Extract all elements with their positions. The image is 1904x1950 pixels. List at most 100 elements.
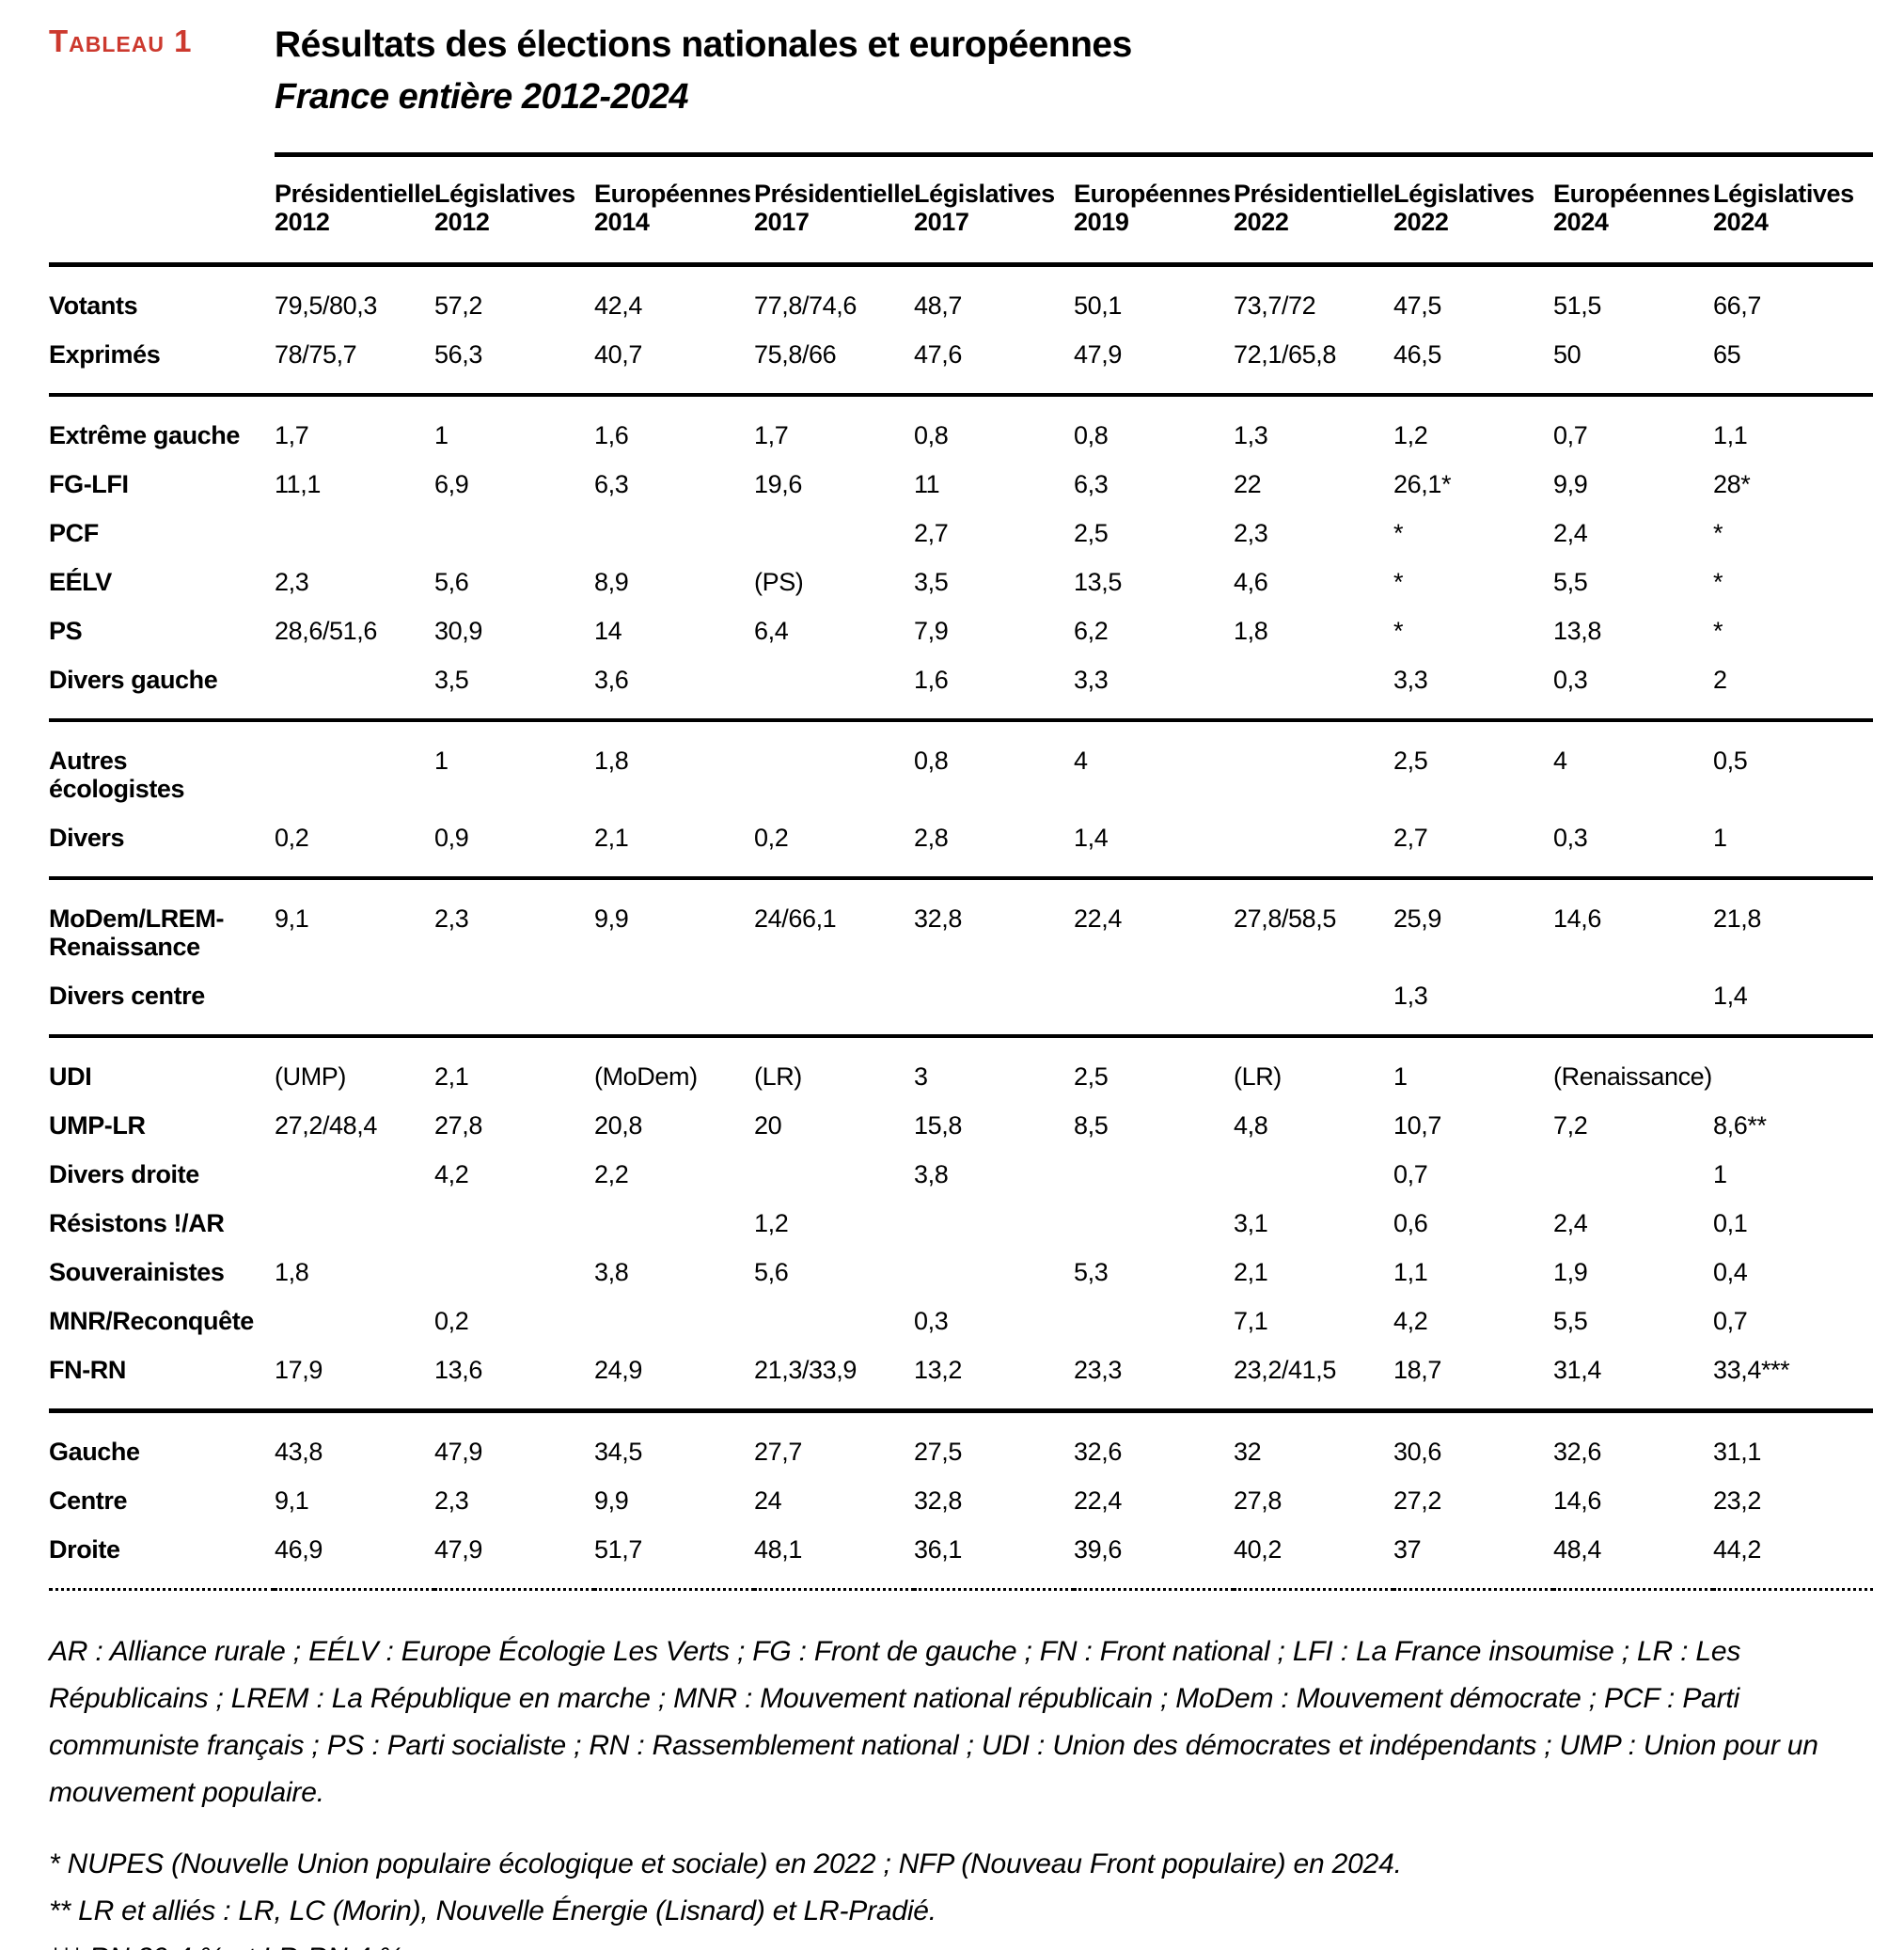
value-cell: 31,1	[1713, 1438, 1761, 1467]
row-label: FG-LFI	[49, 470, 129, 499]
row-label: Divers centre	[49, 982, 205, 1011]
value-cell	[1234, 720, 1393, 813]
value-cell	[275, 720, 434, 813]
column-header: Européennes 2014	[594, 152, 754, 265]
value-cell: 1,3	[1393, 982, 1428, 1011]
value-cell: 23,2/41,5	[1234, 1356, 1337, 1385]
value-cell: 1	[434, 421, 448, 450]
value-cell: 23,3	[1074, 1356, 1122, 1385]
value-cell	[275, 509, 434, 558]
value-cell: 2,5	[1074, 519, 1109, 548]
value-cell: 4,2	[434, 1160, 469, 1189]
value-cell	[754, 509, 914, 558]
column-header: Présidentielle 2022	[1234, 152, 1393, 265]
column-header: Présidentielle 2017	[754, 152, 914, 265]
value-cell: 0,1	[1713, 1209, 1748, 1238]
value-cell: 20,8	[594, 1111, 642, 1140]
value-cell: 21,3/33,9	[754, 1356, 858, 1385]
value-cell: 13,8	[1553, 617, 1601, 646]
value-cell: 0,3	[914, 1307, 949, 1336]
value-cell: 32,6	[1074, 1438, 1122, 1467]
value-cell: 11	[914, 470, 940, 499]
value-cell	[754, 971, 914, 1036]
value-cell: 2,8	[914, 824, 949, 853]
value-cell: 14	[594, 617, 622, 646]
value-cell	[434, 509, 594, 558]
value-cell: *	[1713, 568, 1723, 597]
row-label: Souverainistes	[49, 1258, 225, 1287]
row-label: Divers gauche	[49, 666, 218, 695]
value-cell: 2,3	[1234, 519, 1268, 548]
value-cell: 0,8	[1074, 421, 1109, 450]
column-header: Présidentielle 2012	[275, 152, 434, 265]
value-cell: 3,8	[914, 1160, 949, 1189]
value-cell: 1	[1713, 824, 1727, 853]
column-header-type: Européennes	[1074, 180, 1231, 209]
table-row: Centre 9,1 2,3 9,9 24 32,8 22,4 27,8 27,2 14,6 23,…	[49, 1476, 1873, 1525]
value-cell: 28,6/51,6	[275, 617, 378, 646]
value-cell: 66,7	[1713, 291, 1761, 321]
value-cell: 33,4***	[1713, 1356, 1790, 1385]
value-cell: 27,8	[1234, 1486, 1282, 1516]
value-cell: (LR)	[754, 1062, 802, 1092]
value-cell: 10,7	[1393, 1111, 1441, 1140]
value-cell: 8,9	[594, 568, 629, 597]
value-cell: 9,1	[275, 1486, 309, 1516]
value-cell	[754, 655, 914, 720]
value-cell: 1	[434, 747, 448, 776]
value-cell: 75,8/66	[754, 340, 837, 370]
value-cell: 19,6	[754, 470, 802, 499]
column-header: Législatives 2024	[1713, 152, 1873, 265]
value-cell: 39,6	[1074, 1535, 1122, 1565]
table-row: Autres écologistes 1 1,8 0,8 4 2,5 4 0,5	[49, 720, 1873, 813]
section-centre: MoDem/LREM-Renaissance 9,1 2,3 9,9 24/66,1 32…	[49, 878, 1873, 1037]
value-cell: 5,3	[1074, 1258, 1109, 1287]
value-cell: *	[1393, 617, 1404, 646]
value-cell: 72,1/65,8	[1234, 340, 1337, 370]
value-cell: 7,1	[1234, 1307, 1268, 1336]
column-header-type: Européennes	[594, 180, 751, 209]
section-ecologistes-divers: Autres écologistes 1 1,8 0,8 4 2,5 4 0,5 Divers 0…	[49, 720, 1873, 879]
value-cell: 2,1	[434, 1062, 469, 1092]
value-cell: 27,2	[1393, 1486, 1441, 1516]
value-cell	[1234, 813, 1393, 878]
row-label: Divers droite	[49, 1160, 199, 1189]
column-header: Européennes 2019	[1074, 152, 1234, 265]
value-cell: 7,2	[1553, 1111, 1588, 1140]
value-cell: 3,3	[1393, 666, 1428, 695]
value-cell: 1,4	[1713, 982, 1748, 1011]
table-row: Divers 0,2 0,9 2,1 0,2 2,8 1,4 2,7 0,3 1	[49, 813, 1873, 878]
row-label: Divers	[49, 824, 125, 853]
value-cell: *	[1713, 617, 1723, 646]
table-row: Divers gauche 3,5 3,6 1,6 3,3 3,3 0,3 2	[49, 655, 1873, 720]
value-cell: 8,6**	[1713, 1111, 1767, 1140]
value-cell: 1,8	[275, 1258, 309, 1287]
value-cell	[914, 971, 1074, 1036]
table-titles: Résultats des élections nationales et eu…	[275, 24, 1132, 118]
value-cell: 1,4	[1074, 824, 1109, 853]
value-cell: 47,9	[434, 1535, 482, 1565]
value-cell	[1553, 1150, 1713, 1199]
value-cell: 1,2	[1393, 421, 1428, 450]
value-cell: *	[1393, 519, 1404, 548]
table-row: Extrême gauche 1,7 1 1,6 1,7 0,8 0,8 1,3 1,2 0,7 1…	[49, 395, 1873, 460]
column-header-type: Européennes	[1553, 180, 1710, 209]
value-cell	[754, 1297, 914, 1345]
value-cell: 0,2	[754, 824, 789, 853]
value-cell: 32,6	[1553, 1438, 1601, 1467]
column-header: Législatives 2017	[914, 152, 1074, 265]
value-cell: 0,7	[1393, 1160, 1428, 1189]
value-cell: 3,8	[594, 1258, 629, 1287]
value-cell	[754, 720, 914, 813]
value-cell	[594, 1297, 754, 1345]
column-header-year: 2014	[594, 208, 650, 237]
value-cell: 2,1	[1234, 1258, 1268, 1287]
value-cell	[1074, 1199, 1234, 1248]
table-row: FN-RN 17,9 13,6 24,9 21,3/33,9 13,2 23,3 23,2/4…	[49, 1345, 1873, 1411]
table-row: MoDem/LREM-Renaissance 9,1 2,3 9,9 24/66,1 32…	[49, 878, 1873, 971]
value-cell	[275, 1199, 434, 1248]
value-cell: 28*	[1713, 470, 1751, 499]
value-cell: 27,8/58,5	[1234, 904, 1337, 934]
value-cell: 2,2	[594, 1160, 629, 1189]
